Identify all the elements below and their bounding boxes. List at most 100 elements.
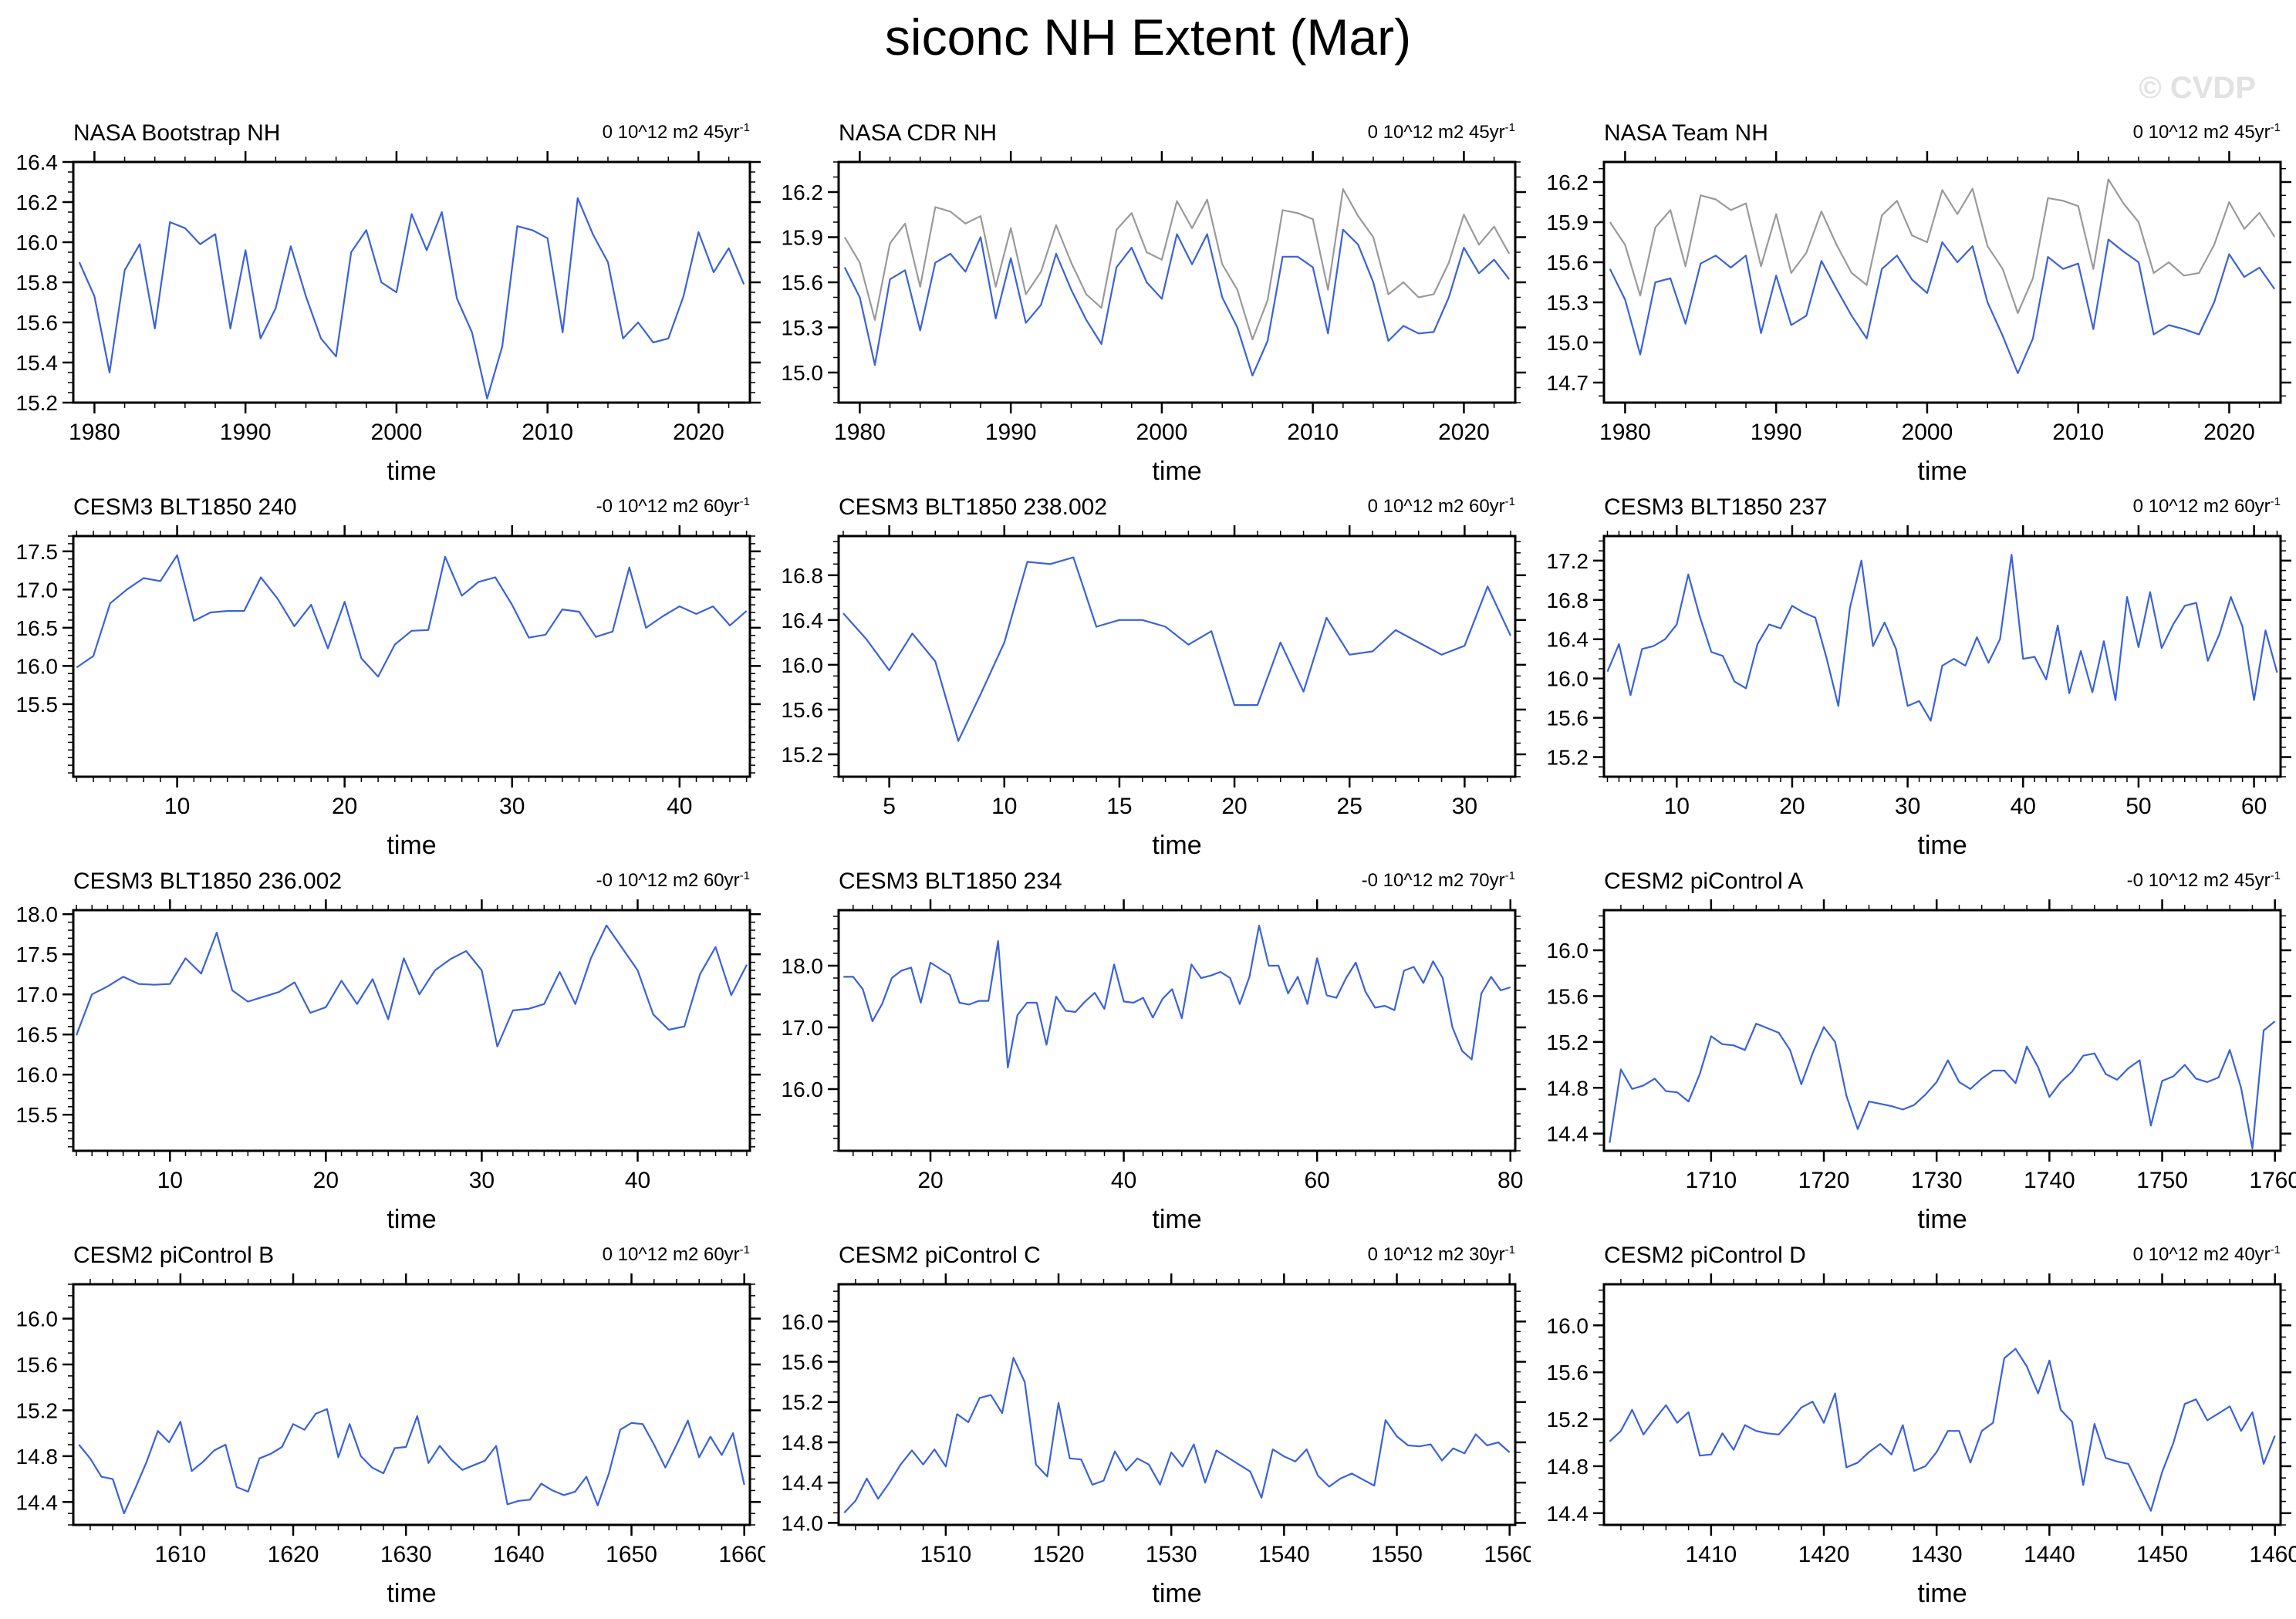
- svg-text:15.3: 15.3: [782, 316, 824, 340]
- svg-text:1990: 1990: [220, 420, 272, 445]
- svg-text:17.0: 17.0: [16, 983, 59, 1007]
- trend-label: -0 10^12 m2 60yr-1: [596, 869, 750, 892]
- svg-text:25: 25: [1337, 794, 1362, 819]
- svg-text:1450: 1450: [2136, 1542, 2188, 1567]
- svg-text:1630: 1630: [380, 1542, 432, 1567]
- x-axis-label: time: [387, 831, 437, 860]
- svg-text:15.2: 15.2: [1547, 1408, 1589, 1432]
- x-axis-label: time: [387, 457, 437, 486]
- svg-text:15.0: 15.0: [782, 361, 824, 385]
- svg-text:15.2: 15.2: [16, 391, 59, 415]
- svg-text:16.5: 16.5: [16, 616, 59, 640]
- svg-text:10: 10: [1664, 794, 1690, 819]
- panel-title: CESM3 BLT1850 237: [1604, 494, 1828, 520]
- figure-title: siconc NH Extent (Mar): [884, 8, 1412, 66]
- cvdp-watermark: © CVDP: [2139, 71, 2256, 105]
- svg-text:40: 40: [1111, 1168, 1136, 1193]
- trend-label: 0 10^12 m2 40yr-1: [2133, 1243, 2281, 1266]
- line-plot: 15.5 16.0 16.5 17.0 17.5 10 20 30 40: [16, 525, 761, 819]
- x-axis-label: time: [1152, 457, 1202, 486]
- svg-text:14.8: 14.8: [1547, 1076, 1589, 1100]
- svg-text:15.0: 15.0: [1547, 331, 1589, 355]
- svg-text:15.6: 15.6: [782, 271, 824, 295]
- panel-title: NASA Bootstrap NH: [73, 120, 281, 146]
- trend-label: 0 10^12 m2 30yr-1: [1368, 1243, 1515, 1266]
- trend-exponent: -1: [1504, 1243, 1515, 1256]
- svg-text:15.2: 15.2: [1547, 1030, 1589, 1054]
- svg-text:16.4: 16.4: [782, 609, 824, 632]
- trend-exponent: -1: [1504, 869, 1515, 882]
- svg-text:14.4: 14.4: [16, 1490, 59, 1514]
- x-axis-label: time: [387, 1579, 437, 1608]
- svg-text:60: 60: [2241, 794, 2267, 819]
- panel-cesm2-picontrol-c: CESM2 piControl C 0 10^12 m2 30yr-1 14.0…: [765, 1238, 1531, 1612]
- svg-text:15.6: 15.6: [1547, 251, 1589, 275]
- line-plot: 14.7 15.0 15.3 15.6 15.9 16.2 1980 1990 2000 2010…: [1547, 151, 2291, 445]
- x-axis-label: time: [1917, 1579, 1967, 1608]
- panel-cesm3-blt1850-234: CESM3 BLT1850 234 -0 10^12 m2 70yr-1 16.…: [765, 864, 1531, 1238]
- trend-text: -0 10^12 m2 45yr: [2126, 870, 2271, 891]
- figure-header: siconc NH Extent (Mar) © CVDP: [0, 0, 2296, 116]
- svg-text:14.7: 14.7: [1547, 371, 1589, 395]
- svg-text:16.0: 16.0: [782, 1078, 824, 1101]
- svg-text:1730: 1730: [1911, 1168, 1963, 1193]
- svg-text:16.0: 16.0: [16, 1307, 59, 1331]
- panel-title: CESM2 piControl B: [73, 1243, 275, 1268]
- svg-text:1620: 1620: [268, 1542, 319, 1567]
- svg-text:15.2: 15.2: [782, 743, 824, 767]
- panel-header: CESM3 BLT1850 238.002 0 10^12 m2 60yr-1: [765, 490, 1531, 521]
- svg-text:15.2: 15.2: [782, 1391, 824, 1415]
- svg-text:1540: 1540: [1258, 1542, 1310, 1567]
- x-axis-label: time: [1917, 1205, 1967, 1234]
- panel-header: NASA CDR NH 0 10^12 m2 45yr-1: [765, 116, 1531, 147]
- svg-text:1520: 1520: [1033, 1542, 1085, 1567]
- svg-text:15.2: 15.2: [16, 1398, 59, 1422]
- svg-text:14.4: 14.4: [1547, 1122, 1589, 1146]
- trend-label: 0 10^12 m2 45yr-1: [2133, 121, 2281, 143]
- panel-header: CESM3 BLT1850 236.002 -0 10^12 m2 60yr-1: [0, 864, 765, 895]
- trend-text: 0 10^12 m2 60yr: [2132, 496, 2271, 517]
- svg-text:1460: 1460: [2249, 1542, 2296, 1567]
- panel-title: CESM3 BLT1850 238.002: [839, 494, 1108, 520]
- svg-text:15.2: 15.2: [1547, 746, 1589, 770]
- panel-cesm3-blt1850-240: CESM3 BLT1850 240 -0 10^12 m2 60yr-1 15.…: [0, 490, 765, 864]
- svg-text:14.8: 14.8: [782, 1431, 824, 1455]
- panel-header: CESM3 BLT1850 237 0 10^12 m2 60yr-1: [1531, 490, 2296, 521]
- panel-header: CESM2 piControl C 0 10^12 m2 30yr-1: [765, 1238, 1531, 1269]
- trend-label: 0 10^12 m2 45yr-1: [603, 121, 750, 143]
- svg-text:16.8: 16.8: [782, 564, 824, 588]
- svg-text:16.2: 16.2: [782, 180, 824, 204]
- svg-text:18.0: 18.0: [16, 902, 59, 926]
- trend-label: 0 10^12 m2 60yr-1: [603, 1243, 750, 1266]
- svg-text:1980: 1980: [834, 420, 886, 445]
- svg-text:16.2: 16.2: [1547, 170, 1589, 194]
- trend-exponent: -1: [739, 1243, 750, 1256]
- svg-text:1750: 1750: [2136, 1168, 2188, 1193]
- svg-text:1650: 1650: [606, 1542, 657, 1567]
- svg-text:15.5: 15.5: [16, 1103, 59, 1127]
- panel-nasa-team-nh: NASA Team NH 0 10^12 m2 45yr-1 14.7 15.0 1…: [1531, 116, 2296, 490]
- svg-text:15.6: 15.6: [1547, 707, 1589, 730]
- line-plot: 14.4 14.8 15.2 15.6 16.0 1410 1420 1430 1440 1450…: [1547, 1273, 2296, 1567]
- svg-text:1560: 1560: [1484, 1542, 1531, 1567]
- svg-text:2010: 2010: [1287, 420, 1339, 445]
- trend-text: 0 10^12 m2 45yr: [2132, 122, 2271, 143]
- panel-grid: NASA Bootstrap NH 0 10^12 m2 45yr-1 15.2…: [0, 116, 2296, 1612]
- panel-title: NASA Team NH: [1604, 120, 1768, 146]
- svg-text:1980: 1980: [69, 420, 120, 445]
- svg-text:1510: 1510: [920, 1542, 971, 1567]
- svg-text:15.6: 15.6: [1547, 984, 1589, 1008]
- line-plot: 15.2 15.6 16.0 16.4 16.8 17.2 10 20 30 40 50 60: [1547, 525, 2291, 819]
- svg-text:16.0: 16.0: [1547, 667, 1589, 691]
- panel-title: NASA CDR NH: [839, 120, 998, 146]
- svg-text:2010: 2010: [522, 420, 573, 445]
- panel-header: CESM2 piControl B 0 10^12 m2 60yr-1: [0, 1238, 765, 1269]
- trend-label: 0 10^12 m2 60yr-1: [1368, 495, 1515, 518]
- line-plot: 14.4 14.8 15.2 15.6 16.0 1610 1620 1630 1640 1650…: [16, 1273, 765, 1567]
- svg-text:20: 20: [332, 794, 357, 819]
- svg-text:1410: 1410: [1685, 1542, 1737, 1567]
- svg-text:15.6: 15.6: [1547, 1361, 1589, 1385]
- line-plot: 15.2 15.4 15.6 15.8 16.0 16.2 16.4 1980 1990 2000…: [16, 150, 761, 445]
- svg-text:15.6: 15.6: [782, 698, 824, 722]
- trend-text: 0 10^12 m2 30yr: [1367, 1244, 1505, 1265]
